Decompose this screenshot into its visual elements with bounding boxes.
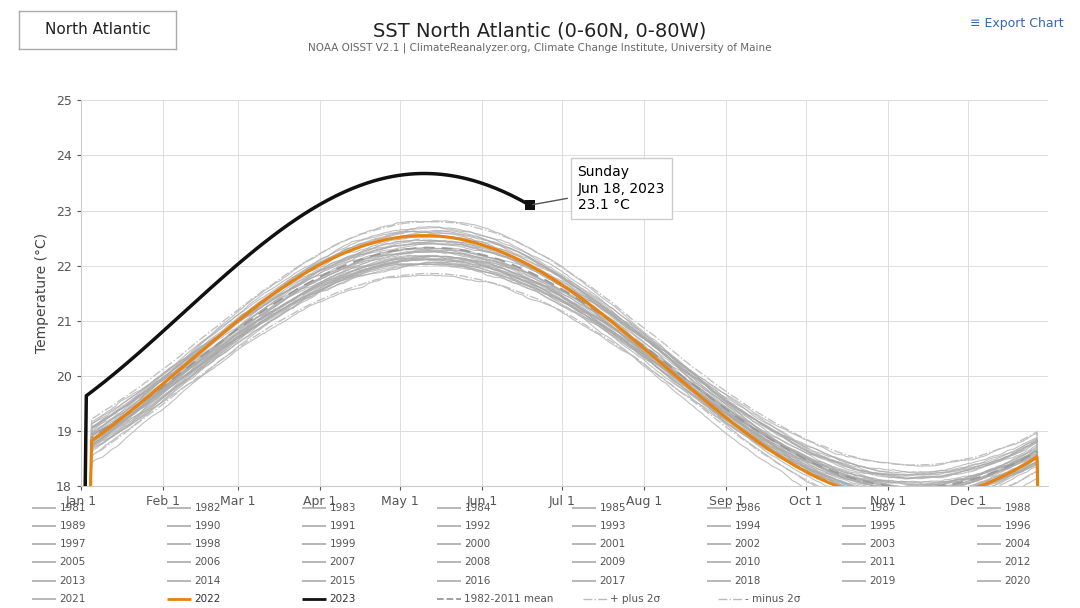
Text: 2000: 2000 [464,539,490,549]
Text: 2003: 2003 [869,539,895,549]
Text: 2019: 2019 [869,576,895,586]
Text: ≡ Export Chart: ≡ Export Chart [970,17,1064,30]
Text: 1982-2011 mean: 1982-2011 mean [464,594,554,604]
Text: 2014: 2014 [194,576,220,586]
Text: - minus 2σ: - minus 2σ [745,594,800,604]
Text: 2020: 2020 [1004,576,1030,586]
Text: 2008: 2008 [464,558,490,567]
Text: 2015: 2015 [329,576,355,586]
Text: 1998: 1998 [194,539,221,549]
Text: 1986: 1986 [734,503,761,513]
Text: 2016: 2016 [464,576,490,586]
Text: 2006: 2006 [194,558,220,567]
Text: 1982: 1982 [194,503,221,513]
Text: 2005: 2005 [59,558,85,567]
Text: NOAA OISST V2.1 | ClimateReanalyzer.org, Climate Change Institute, University of: NOAA OISST V2.1 | ClimateReanalyzer.org,… [308,43,772,53]
Text: 2002: 2002 [734,539,760,549]
Text: 1988: 1988 [1004,503,1031,513]
Text: 1990: 1990 [194,521,220,531]
Text: 1993: 1993 [599,521,626,531]
Text: 2011: 2011 [869,558,895,567]
Text: 1997: 1997 [59,539,86,549]
Y-axis label: Temperature (°C): Temperature (°C) [36,233,50,353]
Text: 1991: 1991 [329,521,356,531]
Text: 1994: 1994 [734,521,761,531]
Text: 1981: 1981 [59,503,86,513]
Text: Sunday
Jun 18, 2023
23.1 °C: Sunday Jun 18, 2023 23.1 °C [532,165,665,212]
Text: 2001: 2001 [599,539,625,549]
Text: 2009: 2009 [599,558,625,567]
Text: 1989: 1989 [59,521,86,531]
Text: 2010: 2010 [734,558,760,567]
Text: 1995: 1995 [869,521,896,531]
Text: 2018: 2018 [734,576,760,586]
Text: 1984: 1984 [464,503,491,513]
Text: 1996: 1996 [1004,521,1031,531]
Text: North Atlantic: North Atlantic [45,22,150,37]
Text: 2021: 2021 [59,594,85,604]
Text: 2012: 2012 [1004,558,1030,567]
Text: 2017: 2017 [599,576,625,586]
Text: 1999: 1999 [329,539,356,549]
Text: 1987: 1987 [869,503,896,513]
Point [522,200,539,210]
Text: + plus 2σ: + plus 2σ [610,594,660,604]
Text: 2023: 2023 [329,594,355,604]
Text: 1985: 1985 [599,503,626,513]
Text: 2007: 2007 [329,558,355,567]
Text: 2022: 2022 [194,594,220,604]
Text: 2004: 2004 [1004,539,1030,549]
Text: SST North Atlantic (0-60N, 0-80W): SST North Atlantic (0-60N, 0-80W) [374,21,706,40]
Text: 1983: 1983 [329,503,356,513]
Text: 2013: 2013 [59,576,85,586]
Text: 1992: 1992 [464,521,491,531]
